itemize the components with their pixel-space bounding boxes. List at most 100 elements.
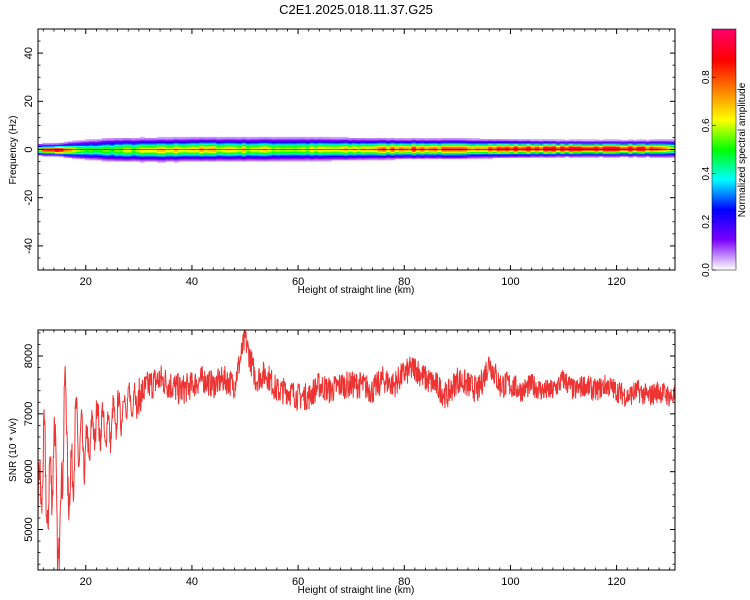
heatmap-cell	[135, 151, 141, 154]
x-tick-label: 80	[398, 276, 410, 288]
heatmap-cell	[152, 140, 158, 143]
heatmap-cell	[241, 157, 247, 160]
heatmap-cell	[88, 140, 94, 143]
heatmap-cell	[373, 145, 379, 148]
heatmap-cell	[101, 150, 107, 152]
heatmap-cell	[220, 144, 226, 146]
heatmap-cell	[54, 148, 60, 151]
heatmap-cell	[216, 144, 222, 146]
heatmap-cell	[301, 151, 307, 154]
heatmap-cell	[492, 152, 498, 155]
heatmap-cell	[114, 153, 120, 156]
heatmap-cell	[526, 142, 532, 145]
heatmap-cell	[165, 139, 171, 142]
heatmap-cell	[254, 150, 260, 152]
heatmap-cell	[352, 156, 358, 158]
heatmap-cell	[343, 152, 349, 155]
heatmap-cell	[195, 140, 200, 143]
heatmap-cell	[199, 142, 205, 145]
heatmap-cell	[619, 144, 625, 146]
heatmap-cell	[224, 138, 230, 140]
heatmap-cell	[377, 148, 383, 151]
heatmap-cell	[254, 141, 260, 144]
heatmap-cell	[653, 150, 659, 152]
heatmap-cell	[305, 153, 311, 156]
heatmap-cell	[169, 154, 175, 157]
heatmap-cell	[314, 145, 319, 148]
heatmap-cell	[403, 145, 409, 148]
heatmap-cell	[462, 146, 468, 149]
heatmap-cell	[449, 156, 455, 158]
heatmap-cell	[76, 151, 82, 154]
heatmap-cell	[178, 138, 183, 140]
heatmap-cell	[377, 154, 383, 157]
heatmap-cell	[297, 158, 302, 161]
heatmap-cell	[114, 141, 120, 144]
heatmap-cell	[93, 142, 99, 145]
colorbar-swatch	[712, 187, 736, 191]
heatmap-cell	[101, 141, 107, 144]
heatmap-cell	[118, 144, 124, 146]
heatmap-cell	[131, 141, 137, 144]
heatmap-cell	[254, 144, 260, 146]
heatmap-cell	[348, 148, 353, 151]
heatmap-cell	[398, 150, 404, 152]
heatmap-cell	[415, 138, 421, 140]
heatmap-cell	[105, 138, 111, 140]
heatmap-cell	[288, 151, 294, 154]
heatmap-cell	[449, 150, 455, 152]
heatmap-cell	[581, 150, 587, 152]
heatmap-cell	[76, 146, 82, 149]
heatmap-cell	[233, 140, 239, 143]
heatmap-cell	[500, 156, 506, 158]
heatmap-cell	[122, 159, 128, 162]
heatmap-cell	[624, 142, 629, 145]
heatmap-cell	[666, 148, 672, 151]
heatmap-cell	[224, 151, 230, 154]
heatmap-cell	[488, 142, 493, 145]
heatmap-cell	[424, 148, 430, 151]
heatmap-cell	[475, 140, 481, 143]
heatmap-cell	[131, 156, 137, 158]
heatmap-cell	[517, 152, 523, 155]
heatmap-cell	[114, 145, 120, 148]
heatmap-cell	[517, 145, 523, 148]
heatmap-cell	[522, 142, 527, 145]
heatmap-cell	[186, 142, 192, 145]
heatmap-cell	[573, 139, 578, 142]
heatmap-cell	[403, 151, 409, 154]
heatmap-cell	[178, 151, 183, 154]
heatmap-cell	[292, 142, 298, 145]
heatmap-cell	[394, 146, 400, 149]
heatmap-cell	[611, 153, 617, 156]
heatmap-cell	[148, 154, 154, 157]
heatmap-cell	[190, 140, 196, 143]
colorbar-swatch	[712, 113, 736, 116]
heatmap-cell	[275, 159, 281, 162]
heatmap-cell	[343, 154, 349, 157]
heatmap-cell	[377, 147, 383, 150]
colorbar-swatch	[712, 77, 736, 80]
heatmap-cell	[246, 141, 251, 144]
heatmap-cell	[97, 154, 103, 157]
heatmap-cell	[318, 151, 324, 154]
heatmap-cell	[326, 145, 332, 148]
heatmap-cell	[97, 148, 103, 151]
heatmap-cell	[666, 140, 672, 143]
heatmap-cell	[496, 147, 502, 150]
heatmap-cell	[42, 144, 48, 146]
heatmap-cell	[560, 148, 566, 151]
heatmap-cell	[534, 156, 540, 158]
heatmap-cell	[267, 153, 273, 156]
heatmap-cell	[254, 152, 260, 155]
heatmap-cell	[220, 159, 226, 162]
heatmap-cell	[534, 145, 540, 148]
heatmap-cell	[203, 158, 209, 161]
heatmap-cell	[415, 146, 421, 149]
heatmap-cell	[449, 147, 455, 150]
heatmap-cell	[556, 154, 561, 157]
heatmap-cell	[598, 147, 604, 150]
heatmap-cell	[114, 157, 120, 160]
heatmap-cell	[364, 145, 370, 148]
heatmap-cell	[84, 153, 90, 156]
